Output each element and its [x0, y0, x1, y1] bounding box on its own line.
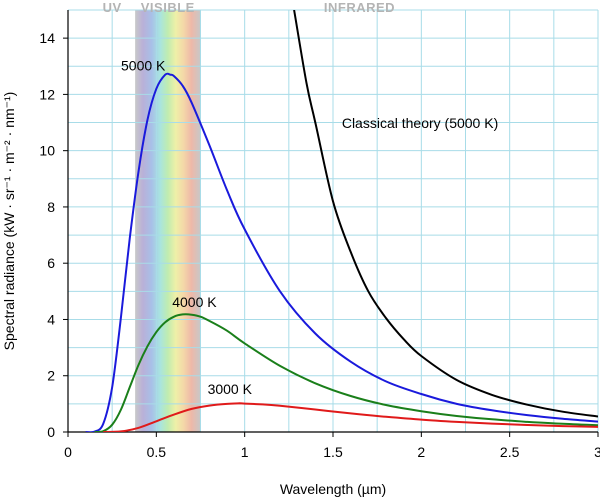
series-line: [293, 10, 598, 418]
curve-label: 4000 K: [172, 294, 217, 310]
curve-label: Classical theory (5000 K): [342, 115, 498, 131]
curve-label: 3000 K: [208, 381, 253, 397]
series-line: [85, 72, 598, 432]
y-tick-label: 0: [47, 424, 55, 440]
y-axis-title: Spectral radiance (kW · sr⁻¹ · m⁻² · nm⁻…: [1, 92, 17, 351]
y-tick-label: 14: [39, 30, 55, 46]
y-tick-label: 12: [39, 86, 55, 102]
x-tick-label: 0: [64, 444, 72, 460]
series-line: [94, 313, 598, 432]
series-lines: [85, 10, 598, 432]
y-tick-label: 8: [47, 199, 55, 215]
x-tick-labels: 0 0.5 1 1.5 2 2.5 3: [64, 444, 600, 460]
y-tick-label: 2: [47, 368, 55, 384]
series-line: [103, 402, 598, 432]
y-tick-label: 6: [47, 255, 55, 271]
x-tick-label: 1.5: [323, 444, 343, 460]
y-tick-labels: 0 2 4 6 8 10 12 14: [39, 30, 55, 440]
band-label: INFRARED: [324, 0, 395, 15]
gridlines: [68, 9, 599, 432]
annotations: 5000 K 4000 K 3000 K Classical theory (5000…: [121, 57, 498, 397]
x-axis-title: Wavelength (µm): [280, 481, 386, 497]
x-tick-label: 2: [417, 444, 425, 460]
visible-band: [135, 10, 201, 432]
x-tick-label: 3: [594, 444, 600, 460]
y-tick-label: 4: [47, 311, 55, 327]
band-labels: UV VISIBLE INFRARED: [103, 0, 395, 15]
band-label: UV: [103, 0, 122, 15]
curve-label: 5000 K: [121, 57, 166, 73]
axes: [63, 10, 599, 437]
x-tick-label: 1: [241, 444, 249, 460]
x-tick-label: 0.5: [147, 444, 167, 460]
band-label: VISIBLE: [141, 0, 195, 15]
y-tick-label: 10: [39, 143, 55, 159]
x-tick-label: 2.5: [500, 444, 520, 460]
